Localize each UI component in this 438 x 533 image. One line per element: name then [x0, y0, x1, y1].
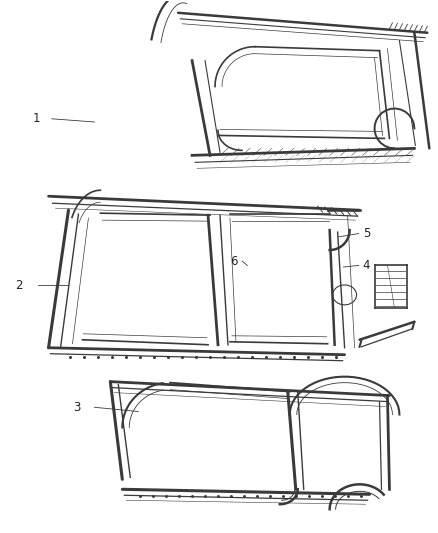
Text: 6: 6	[230, 255, 238, 268]
Text: 3: 3	[74, 401, 81, 414]
Text: 4: 4	[363, 259, 370, 272]
Text: 2: 2	[15, 279, 23, 292]
Text: 5: 5	[363, 227, 370, 240]
Text: 1: 1	[33, 112, 40, 125]
